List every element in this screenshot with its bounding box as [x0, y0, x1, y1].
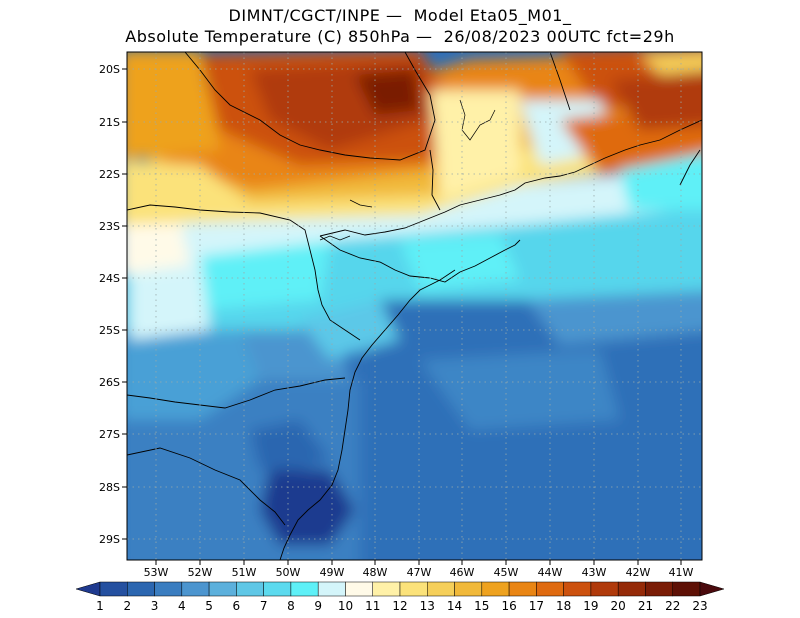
lat-label: 23S [99, 220, 120, 233]
lat-label: 21S [99, 116, 120, 129]
latitude-labels: 20S 21S 22S 23S 24S 25S 26S 27S 28S 29S [99, 63, 120, 546]
colorbar-label: 20 [611, 599, 626, 613]
lon-label: 51W [232, 566, 257, 579]
colorbar-arrow-low [75, 581, 101, 597]
colorbar-label: 7 [260, 599, 268, 613]
colorbar-box [372, 581, 401, 597]
lon-label: 52W [188, 566, 213, 579]
colorbar-label: 17 [529, 599, 544, 613]
colorbar-box [399, 581, 428, 597]
colorbar-box [263, 581, 292, 597]
colorbar-label: 6 [233, 599, 241, 613]
colorbar-label: 21 [638, 599, 653, 613]
lat-label: 27S [99, 428, 120, 441]
title-line-1: DIMNT/CGCT/INPE — Model Eta05_M01_ [228, 6, 572, 25]
lat-label: 25S [99, 324, 120, 337]
colorbar-label: 12 [392, 599, 407, 613]
colorbar-label: 2 [123, 599, 131, 613]
lon-label: 53W [144, 566, 169, 579]
colorbar-label: 15 [474, 599, 489, 613]
lon-label: 43W [582, 566, 607, 579]
colorbar-label: 16 [501, 599, 516, 613]
colorbar-box [454, 581, 483, 597]
colorbar-label: 22 [665, 599, 680, 613]
colorbar-box [617, 581, 646, 597]
colorbar-label: 9 [314, 599, 322, 613]
colorbar-label: 14 [447, 599, 462, 613]
map-frame [126, 51, 703, 561]
lon-label: 47W [407, 566, 432, 579]
colorbar-label: 8 [287, 599, 295, 613]
colorbar-arrow-high [699, 581, 725, 597]
title-line-2: Absolute Temperature (C) 850hPa — 26/08/… [125, 27, 675, 46]
colorbar-box [590, 581, 619, 597]
colorbar-box [208, 581, 237, 597]
colorbar-box [236, 581, 264, 597]
longitude-labels: 53W 52W 51W 50W 49W 48W 47W 46W 45W 44W … [144, 566, 694, 579]
lat-label: 22S [99, 168, 120, 181]
colorbar-box [154, 581, 183, 597]
colorbar-box [563, 581, 592, 597]
colorbar-box [317, 581, 346, 597]
colorbar-label: 1 [96, 599, 104, 613]
lat-label: 24S [99, 272, 120, 285]
colorbar-box [181, 581, 210, 597]
temperature-field [127, 52, 702, 560]
lat-label: 26S [99, 376, 120, 389]
lon-label: 42W [626, 566, 651, 579]
colorbar-box [345, 581, 373, 597]
colorbar-box [427, 581, 455, 597]
colorbar-label: 10 [338, 599, 353, 613]
lon-label: 44W [538, 566, 563, 579]
colorbar-box [481, 581, 510, 597]
lat-label: 28S [99, 481, 120, 494]
colorbar-label: 13 [420, 599, 435, 613]
colorbar-box [672, 581, 701, 597]
lon-label: 46W [450, 566, 475, 579]
colorbar-label: 11 [365, 599, 380, 613]
graticule [127, 52, 702, 560]
colorbar: 1 2 3 4 5 6 7 8 9 10 11 12 13 14 15 16 17 18 19 20 21 22 23 [75, 581, 725, 613]
colorbar-label: 19 [583, 599, 598, 613]
colorbar-box [290, 581, 319, 597]
coastline-borders [127, 52, 702, 560]
colorbar-box [99, 581, 128, 597]
lat-label: 29S [99, 533, 120, 546]
lon-label: 45W [494, 566, 519, 579]
colorbar-box [645, 581, 673, 597]
lat-label: 20S [99, 63, 120, 76]
lon-label: 50W [276, 566, 301, 579]
colorbar-label: 3 [151, 599, 159, 613]
colorbar-label: 4 [178, 599, 186, 613]
colorbar-label: 5 [205, 599, 213, 613]
lon-label: 48W [363, 566, 388, 579]
colorbar-box [508, 581, 537, 597]
lon-label: 41W [669, 566, 694, 579]
colorbar-box [536, 581, 564, 597]
colorbar-label: 23 [692, 599, 707, 613]
colorbar-label: 18 [556, 599, 571, 613]
lon-label: 49W [320, 566, 345, 579]
colorbar-box [127, 581, 155, 597]
